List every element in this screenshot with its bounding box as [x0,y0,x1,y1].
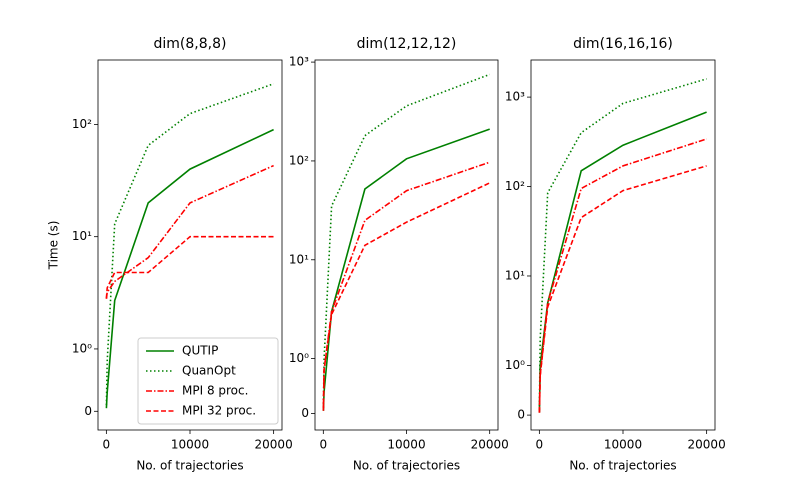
x-tick-label: 20000 [255,438,293,452]
series-line [105,164,274,299]
y-tick-label: 10³ [505,90,525,104]
y-tick-label: 0 [517,408,525,422]
y-tick-label: 10² [72,117,92,131]
series-line [322,73,490,409]
x-tick-label: 20000 [471,438,509,452]
legend-label: QUTIP [182,344,218,358]
subplot-title: dim(16,16,16) [573,36,673,52]
legend-label: MPI 8 proc. [182,384,248,398]
series-line [105,235,274,299]
series-line [322,182,491,411]
x-tick-label: 0 [536,438,544,452]
series-line [538,138,707,413]
y-tick-label: 0 [84,404,92,418]
y-tick-label: 10³ [289,55,309,69]
y-axis-label: Time (s) [47,221,61,271]
x-tick-label: 0 [103,438,111,452]
series-line [105,83,274,406]
y-tick-label: 10⁰ [289,351,309,365]
legend: QUTIP QuanOpt MPI 8 proc. MPI 32 proc. [137,337,279,425]
x-axis-label: No. of trajectories [353,459,460,473]
x-tick-label: 10000 [171,438,209,452]
series-line [538,78,707,411]
legend-box [137,337,279,425]
x-tick-label: 0 [319,438,327,452]
x-axis-label: No. of trajectories [136,459,243,473]
y-tick-label: 10² [289,153,309,167]
y-tick-label: 0 [301,406,309,420]
y-tick-label: 10¹ [289,252,309,266]
legend-label: QuanOpt [182,364,236,378]
plot-frame [530,59,716,431]
subplot-title: dim(8,8,8) [154,36,227,52]
x-tick-label: 20000 [688,438,726,452]
x-tick-label: 10000 [387,438,425,452]
x-tick-label: 10000 [604,438,642,452]
subplot-title: dim(12,12,12) [357,36,457,52]
legend-label: MPI 32 proc. [182,404,256,418]
y-tick-label: 10⁰ [505,358,525,372]
y-tick-label: 10² [505,179,525,193]
series-line [322,161,490,409]
y-tick-label: 10¹ [72,229,92,243]
series-line [105,128,274,409]
y-tick-label: 10⁰ [72,341,92,355]
x-axis-label: No. of trajectories [569,459,676,473]
plot-frame [314,59,499,431]
series-line [538,165,707,413]
y-tick-label: 10¹ [505,268,525,282]
